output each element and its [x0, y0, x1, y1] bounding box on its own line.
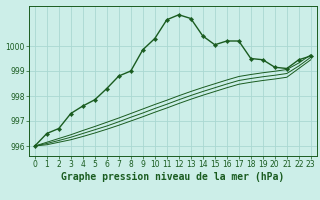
- X-axis label: Graphe pression niveau de la mer (hPa): Graphe pression niveau de la mer (hPa): [61, 172, 284, 182]
